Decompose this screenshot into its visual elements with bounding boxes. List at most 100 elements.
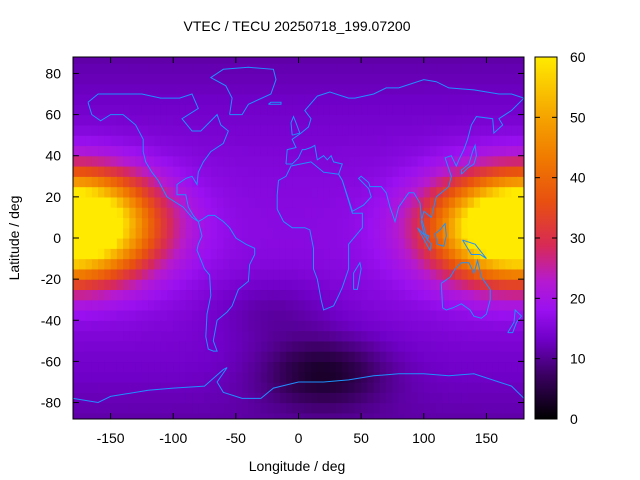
heatmap-cell	[348, 361, 356, 373]
heatmap-cell	[279, 309, 287, 321]
heatmap-cell	[185, 186, 193, 198]
heatmap-cell	[129, 57, 137, 64]
heatmap-cell	[248, 227, 256, 239]
heatmap-cell	[141, 73, 149, 85]
heatmap-cell	[411, 392, 419, 404]
heatmap-cell	[498, 94, 506, 105]
heatmap-cell	[91, 238, 99, 249]
heatmap-cell	[336, 279, 343, 291]
heatmap-cell	[417, 166, 425, 177]
heatmap-cell	[304, 361, 312, 373]
heatmap-cell	[148, 104, 156, 116]
heatmap-cell	[73, 227, 80, 239]
heatmap-cell	[348, 176, 356, 188]
heatmap-cell	[367, 392, 375, 404]
heatmap-cell	[505, 73, 513, 85]
heatmap-cell	[73, 402, 80, 414]
heatmap-cell	[461, 392, 469, 404]
heatmap-cell	[448, 217, 456, 229]
heatmap-cell	[91, 412, 99, 419]
heatmap-cell	[116, 279, 124, 291]
heatmap-cell	[267, 94, 275, 105]
heatmap-cell	[285, 279, 293, 291]
heatmap-cell	[386, 94, 394, 105]
heatmap-cell	[354, 155, 362, 167]
heatmap-cell	[173, 73, 181, 85]
heatmap-cell	[304, 392, 312, 404]
heatmap-cell	[248, 186, 256, 198]
heatmap-cell	[423, 340, 431, 352]
heatmap-cell	[298, 258, 306, 270]
heatmap-cell	[185, 145, 193, 157]
heatmap-cell	[298, 371, 306, 383]
heatmap-cell	[379, 392, 387, 404]
heatmap-cell	[329, 289, 337, 301]
heatmap-cell	[79, 299, 87, 311]
heatmap-cell	[417, 176, 425, 188]
heatmap-cell	[242, 279, 249, 291]
heatmap-cell	[304, 351, 312, 363]
heatmap-cell	[73, 217, 80, 229]
heatmap-cell	[442, 392, 450, 404]
heatmap-cell	[404, 73, 412, 85]
heatmap-cell	[423, 186, 431, 198]
heatmap-cell	[242, 135, 249, 147]
heatmap-cell	[148, 186, 156, 198]
heatmap-cell	[404, 186, 412, 198]
heatmap-cell	[498, 351, 506, 363]
heatmap-cell	[123, 392, 130, 404]
heatmap-cell	[160, 57, 168, 64]
heatmap-cell	[85, 238, 93, 249]
heatmap-cell	[192, 412, 199, 419]
heatmap-cell	[91, 268, 99, 280]
heatmap-cell	[455, 166, 462, 177]
heatmap-cell	[398, 381, 406, 393]
heatmap-cell	[329, 124, 337, 136]
heatmap-cell	[505, 361, 513, 373]
heatmap-cell	[198, 289, 206, 301]
heatmap-cell	[273, 73, 281, 85]
heatmap-cell	[104, 279, 112, 291]
heatmap-cell	[242, 402, 249, 414]
heatmap-cell	[173, 268, 181, 280]
heatmap-cell	[91, 299, 99, 311]
heatmap-cell	[204, 330, 212, 342]
heatmap-cell	[386, 155, 394, 167]
heatmap-cell	[85, 217, 93, 229]
heatmap-cell	[160, 124, 168, 136]
heatmap-cell	[160, 217, 168, 229]
heatmap-cell	[123, 57, 130, 64]
heatmap-cell	[166, 238, 174, 249]
heatmap-cell	[336, 114, 343, 126]
heatmap-cell	[198, 330, 206, 342]
heatmap-cell	[354, 330, 362, 342]
heatmap-cell	[336, 83, 343, 95]
heatmap-cell	[279, 166, 287, 177]
heatmap-cell	[480, 248, 488, 260]
heatmap-cell	[223, 196, 231, 208]
heatmap-cell	[342, 227, 350, 239]
heatmap-cell	[91, 166, 99, 177]
heatmap-cell	[304, 176, 312, 188]
heatmap-cell	[505, 57, 513, 64]
heatmap-cell	[505, 381, 513, 393]
heatmap-cell	[204, 124, 212, 136]
heatmap-cell	[311, 145, 318, 157]
heatmap-cell	[329, 351, 337, 363]
heatmap-cell	[473, 124, 481, 136]
heatmap-cell	[160, 248, 168, 260]
heatmap-cell	[141, 392, 149, 404]
heatmap-cell	[285, 361, 293, 373]
heatmap-cell	[517, 351, 524, 363]
heatmap-cell	[279, 268, 287, 280]
heatmap-cell	[511, 268, 519, 280]
heatmap-cell	[354, 392, 362, 404]
heatmap-cell	[179, 94, 187, 105]
heatmap-cell	[110, 330, 118, 342]
heatmap-cell	[73, 412, 80, 419]
heatmap-cell	[217, 351, 224, 363]
heatmap-cell	[411, 145, 419, 157]
heatmap-cell	[492, 176, 500, 188]
heatmap-cell	[154, 104, 162, 116]
heatmap-cell	[467, 330, 475, 342]
